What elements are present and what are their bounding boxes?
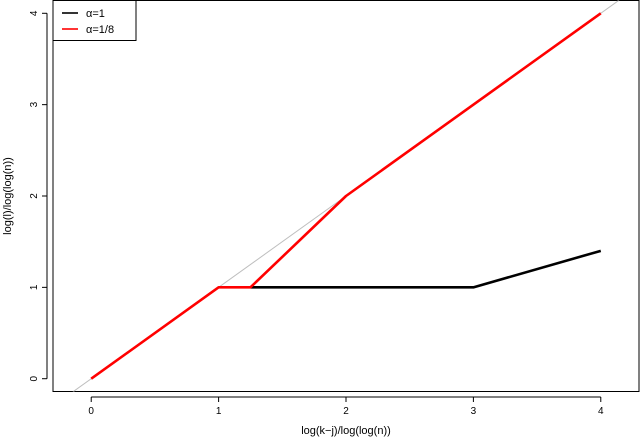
x-tick-label: 3 <box>471 406 477 417</box>
x-tick-label: 4 <box>598 406 604 417</box>
series-line-1 <box>90 12 602 380</box>
x-tick-label: 2 <box>343 406 349 417</box>
series-layer <box>90 12 602 380</box>
y-tick-label: 0 <box>29 375 40 381</box>
plot-frame <box>52 0 640 392</box>
x-tick-label: 1 <box>216 406 222 417</box>
series-line-0 <box>250 249 602 289</box>
x-axis: 0 1 2 3 4 <box>88 396 604 417</box>
x-axis-title: log(k−j)/log(log(n)) <box>301 425 391 437</box>
legend-box <box>52 0 137 41</box>
legend: α=1 α=1/8 <box>52 0 137 41</box>
y-tick-label: 1 <box>29 284 40 290</box>
y-axis-title: log(l)/log(log(n)) <box>2 157 14 235</box>
y-tick-label: 2 <box>29 193 40 199</box>
legend-label-alpha-1-8: α=1/8 <box>86 24 114 36</box>
y-axis: 0 1 2 3 4 <box>29 10 48 381</box>
y-tick-label: 3 <box>29 101 40 107</box>
y-tick-label: 4 <box>29 10 40 16</box>
x-tick-label: 0 <box>88 406 94 417</box>
legend-label-alpha-1: α=1 <box>86 8 105 20</box>
reference-line <box>72 0 620 392</box>
